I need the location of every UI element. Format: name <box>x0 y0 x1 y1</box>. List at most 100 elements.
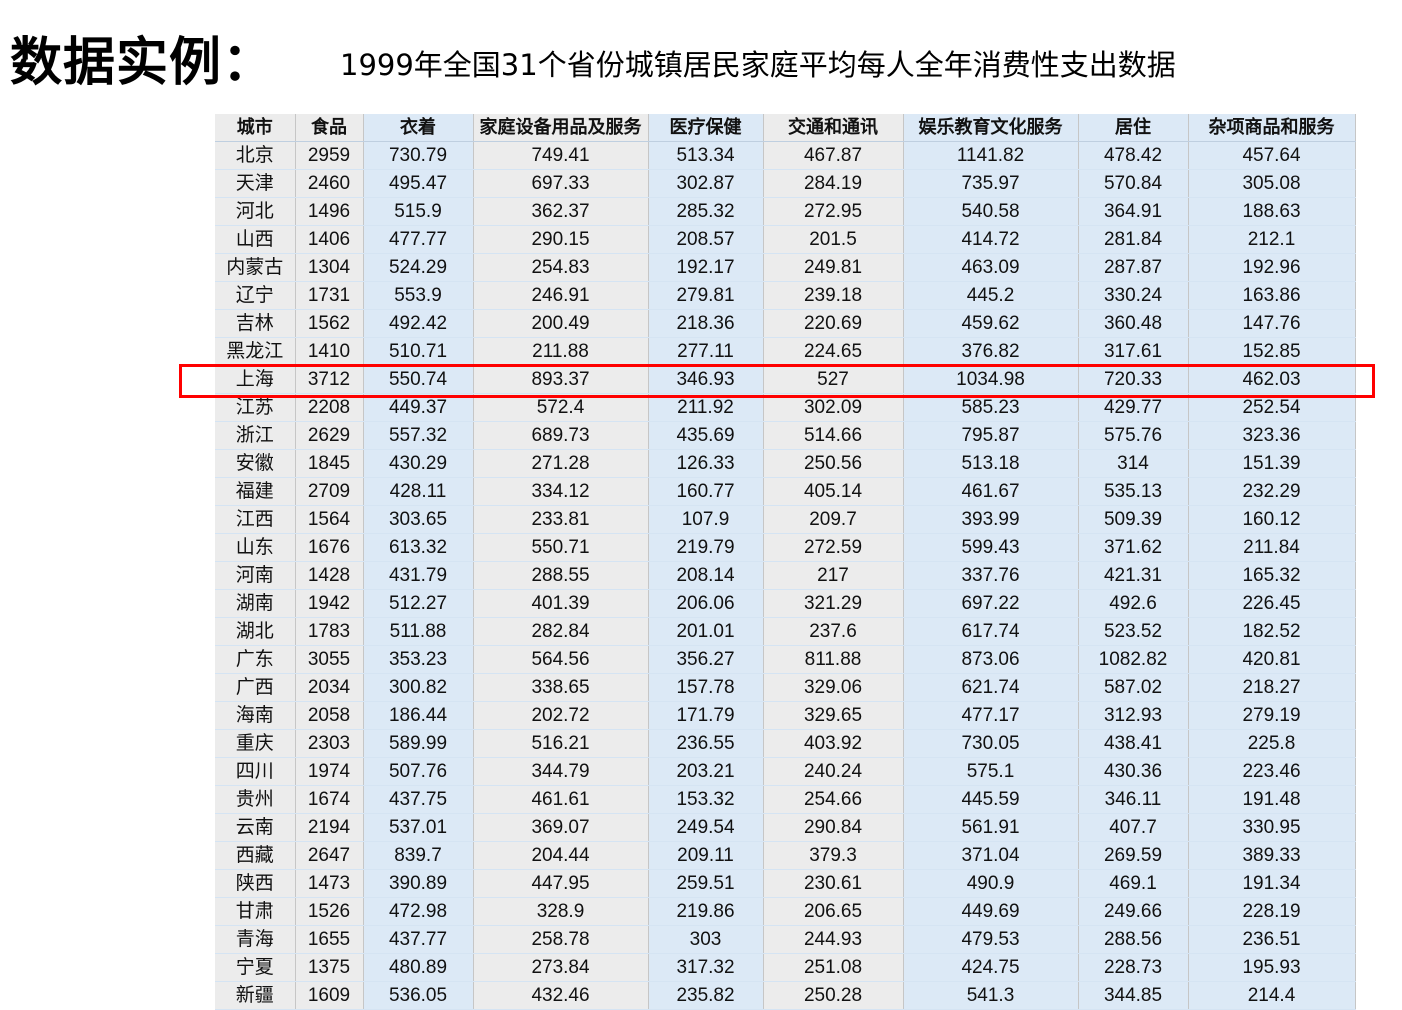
value-cell: 211.84 <box>1188 533 1356 562</box>
value-cell: 479.53 <box>903 925 1079 954</box>
value-cell: 250.56 <box>763 449 904 478</box>
city-cell: 北京 <box>215 141 296 170</box>
value-cell: 811.88 <box>763 645 904 674</box>
value-cell: 152.85 <box>1188 337 1356 366</box>
value-cell: 271.28 <box>473 449 649 478</box>
value-cell: 541.3 <box>903 981 1079 1010</box>
city-cell: 天津 <box>215 169 296 198</box>
value-cell: 192.17 <box>648 253 764 282</box>
value-cell: 277.11 <box>648 337 764 366</box>
value-cell: 575.1 <box>903 757 1079 786</box>
value-cell: 730.05 <box>903 729 1079 758</box>
value-cell: 314 <box>1078 449 1189 478</box>
value-cell: 447.95 <box>473 869 649 898</box>
value-cell: 1676 <box>295 533 364 562</box>
city-cell: 重庆 <box>215 729 296 758</box>
value-cell: 317.32 <box>648 953 764 982</box>
value-cell: 259.51 <box>648 869 764 898</box>
value-cell: 230.61 <box>763 869 904 898</box>
value-cell: 893.37 <box>473 365 649 394</box>
value-cell: 157.78 <box>648 673 764 702</box>
value-cell: 524.29 <box>363 253 474 282</box>
value-cell: 537.01 <box>363 813 474 842</box>
table-row: 山西 1406 477.77 290.15 208.57 201.5 414.72 281.8… <box>215 225 1356 254</box>
value-cell: 495.47 <box>363 169 474 198</box>
city-cell: 新疆 <box>215 981 296 1010</box>
value-cell: 171.79 <box>648 701 764 730</box>
column-header: 衣着 <box>363 114 474 142</box>
value-cell: 477.17 <box>903 701 1079 730</box>
value-cell: 507.76 <box>363 757 474 786</box>
value-cell: 223.46 <box>1188 757 1356 786</box>
value-cell: 421.31 <box>1078 561 1189 590</box>
table-row: 江西 1564 303.65 233.81 107.9 209.7 393.99 509.39… <box>215 505 1356 534</box>
value-cell: 302.87 <box>648 169 764 198</box>
value-cell: 589.99 <box>363 729 474 758</box>
value-cell: 511.88 <box>363 617 474 646</box>
table-row: 贵州 1674 437.75 461.61 153.32 254.66 445.59 346.… <box>215 785 1356 814</box>
table-row: 河北 1496 515.9 362.37 285.32 272.95 540.58 364.9… <box>215 197 1356 226</box>
value-cell: 282.84 <box>473 617 649 646</box>
table-row: 新疆 1609 536.05 432.46 235.82 250.28 541.3 344.8… <box>215 981 1356 1010</box>
value-cell: 208.57 <box>648 225 764 254</box>
value-cell: 240.24 <box>763 757 904 786</box>
value-cell: 346.11 <box>1078 785 1189 814</box>
table-row: 天津 2460 495.47 697.33 302.87 284.19 735.97 570.… <box>215 169 1356 198</box>
value-cell: 206.06 <box>648 589 764 618</box>
value-cell: 536.05 <box>363 981 474 1010</box>
value-cell: 457.64 <box>1188 141 1356 170</box>
value-cell: 360.48 <box>1078 309 1189 338</box>
value-cell: 437.75 <box>363 785 474 814</box>
table-body: 北京 2959 730.79 749.41 513.34 467.87 1141.82 478… <box>215 141 1356 1010</box>
city-cell: 海南 <box>215 701 296 730</box>
value-cell: 550.74 <box>363 365 474 394</box>
table-row: 黑龙江 1410 510.71 211.88 277.11 224.65 376.82 317… <box>215 337 1356 366</box>
value-cell: 2959 <box>295 141 364 170</box>
value-cell: 407.7 <box>1078 813 1189 842</box>
value-cell: 200.49 <box>473 309 649 338</box>
value-cell: 288.56 <box>1078 925 1189 954</box>
value-cell: 405.14 <box>763 477 904 506</box>
value-cell: 1609 <box>295 981 364 1010</box>
value-cell: 188.63 <box>1188 197 1356 226</box>
value-cell: 218.36 <box>648 309 764 338</box>
value-cell: 570.84 <box>1078 169 1189 198</box>
city-cell: 黑龙江 <box>215 337 296 366</box>
value-cell: 126.33 <box>648 449 764 478</box>
value-cell: 160.12 <box>1188 505 1356 534</box>
value-cell: 1034.98 <box>903 365 1079 394</box>
city-cell: 江苏 <box>215 393 296 422</box>
value-cell: 2034 <box>295 673 364 702</box>
value-cell: 201.01 <box>648 617 764 646</box>
value-cell: 251.08 <box>763 953 904 982</box>
value-cell: 550.71 <box>473 533 649 562</box>
value-cell: 344.79 <box>473 757 649 786</box>
value-cell: 182.52 <box>1188 617 1356 646</box>
value-cell: 2194 <box>295 813 364 842</box>
value-cell: 449.69 <box>903 897 1079 926</box>
table-header-row: 城市 食品 衣着 家庭设备用品及服务 医疗保健 交通和通讯 娱乐教育文化服务 居住 杂项商品和服… <box>215 114 1356 142</box>
value-cell: 553.9 <box>363 281 474 310</box>
table-row: 云南 2194 537.01 369.07 249.54 290.84 561.91 407.… <box>215 813 1356 842</box>
value-cell: 233.81 <box>473 505 649 534</box>
value-cell: 1375 <box>295 953 364 982</box>
value-cell: 334.12 <box>473 477 649 506</box>
value-cell: 445.2 <box>903 281 1079 310</box>
page-subtitle: 1999年全国31个省份城镇居民家庭平均每人全年消费性支出数据 <box>340 48 1176 82</box>
value-cell: 749.41 <box>473 141 649 170</box>
value-cell: 371.62 <box>1078 533 1189 562</box>
value-cell: 462.03 <box>1188 365 1356 394</box>
value-cell: 515.9 <box>363 197 474 226</box>
value-cell: 191.48 <box>1188 785 1356 814</box>
value-cell: 217 <box>763 561 904 590</box>
city-cell: 江西 <box>215 505 296 534</box>
value-cell: 218.27 <box>1188 673 1356 702</box>
value-cell: 393.99 <box>903 505 1079 534</box>
value-cell: 1496 <box>295 197 364 226</box>
value-cell: 236.51 <box>1188 925 1356 954</box>
value-cell: 285.32 <box>648 197 764 226</box>
city-cell: 甘肃 <box>215 897 296 926</box>
value-cell: 2629 <box>295 421 364 450</box>
value-cell: 338.65 <box>473 673 649 702</box>
value-cell: 252.54 <box>1188 393 1356 422</box>
